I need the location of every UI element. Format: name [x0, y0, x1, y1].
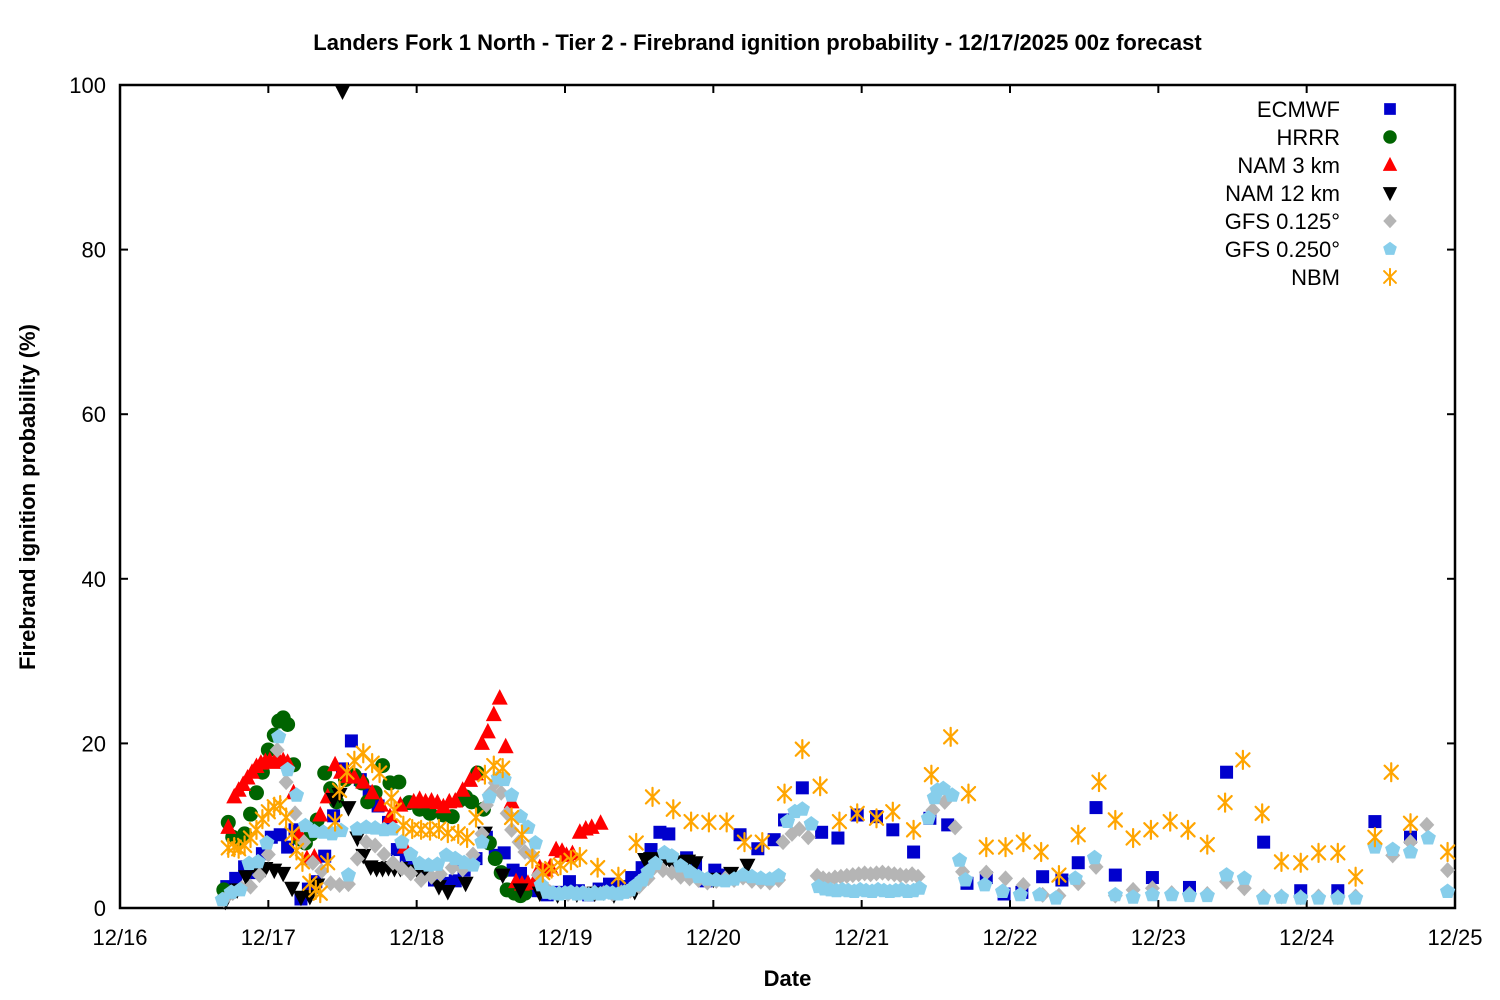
- legend-item-gfs-0-125-: GFS 0.125°: [1225, 209, 1397, 234]
- legend-label: GFS 0.250°: [1225, 237, 1340, 262]
- series-nam-12-km: [217, 84, 756, 911]
- y-tick-label: 20: [82, 731, 106, 756]
- legend-item-ecmwf: ECMWF: [1257, 97, 1396, 122]
- legend-label: NBM: [1291, 265, 1340, 290]
- legend-label: ECMWF: [1257, 97, 1340, 122]
- x-tick-label: 12/19: [537, 925, 592, 950]
- legend-item-nam-3-km: NAM 3 km: [1237, 153, 1398, 178]
- x-tick-label: 12/16: [92, 925, 147, 950]
- legend-label: GFS 0.125°: [1225, 209, 1340, 234]
- x-tick-label: 12/18: [389, 925, 444, 950]
- axes: 12/16 12/17 12/18 12/19 12/20 12/21 12/22 12/23…: [69, 73, 1482, 950]
- legend-label: NAM 3 km: [1237, 153, 1340, 178]
- x-tick-label: 12/20: [686, 925, 741, 950]
- legend: ECMWF HRRR NAM 3 km NAM 12 km GFS 0.125° GFS …: [1225, 97, 1398, 290]
- legend-label: HRRR: [1276, 125, 1340, 150]
- legend-item-nbm: NBM: [1291, 265, 1397, 290]
- y-tick-label: 40: [82, 567, 106, 592]
- x-tick-label: 12/24: [1279, 925, 1334, 950]
- series-nbm: [220, 726, 1456, 904]
- x-axis-label: Date: [763, 966, 812, 991]
- legend-label: NAM 12 km: [1225, 181, 1340, 206]
- y-tick-label: 0: [94, 896, 106, 921]
- legend-item-gfs-0-250-: GFS 0.250°: [1225, 237, 1397, 262]
- chart-title: Landers Fork 1 North - Tier 2 - Firebran…: [313, 30, 1202, 55]
- y-tick-label: 60: [82, 402, 106, 427]
- y-tick-label: 100: [69, 73, 106, 98]
- legend-item-nam-12-km: NAM 12 km: [1225, 181, 1398, 206]
- x-tick-label: 12/22: [982, 925, 1037, 950]
- legend-item-hrrr: HRRR: [1276, 125, 1397, 150]
- x-tick-label: 12/25: [1427, 925, 1482, 950]
- x-tick-label: 12/21: [834, 925, 889, 950]
- plot-border: [118, 83, 1457, 910]
- x-tick-label: 12/23: [1131, 925, 1186, 950]
- y-tick-label: 80: [82, 238, 106, 263]
- x-tick-label: 12/17: [241, 925, 296, 950]
- series-gfs-0-250-: [214, 728, 1456, 907]
